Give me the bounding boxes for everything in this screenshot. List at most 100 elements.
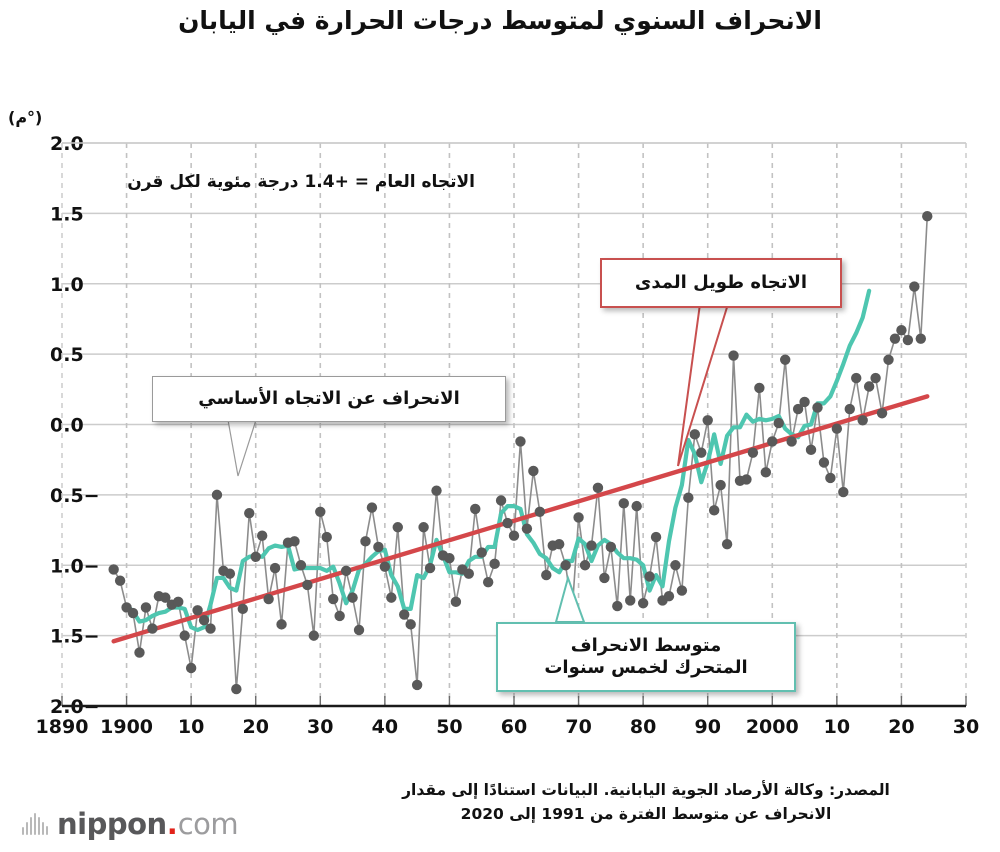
data-point-marker xyxy=(579,560,591,571)
data-point-marker xyxy=(521,523,533,534)
data-point-marker xyxy=(244,507,255,519)
data-point-marker xyxy=(792,403,804,415)
data-point-marker xyxy=(812,402,823,413)
data-point-marker xyxy=(315,506,326,517)
logo-dot: . xyxy=(166,806,178,841)
callout-pointer-moving-average xyxy=(554,574,586,623)
data-point-marker xyxy=(696,447,707,458)
data-point-marker xyxy=(896,324,907,336)
data-point-marker xyxy=(198,614,210,626)
data-point-marker xyxy=(773,417,784,429)
data-point-marker xyxy=(857,415,868,426)
data-point-marker xyxy=(392,522,403,533)
data-point-marker xyxy=(192,605,203,616)
data-point-marker xyxy=(502,517,513,529)
data-point-marker xyxy=(708,505,720,516)
five-year-moving-average-line xyxy=(124,288,872,633)
y-axis-tick-label: 1.0 xyxy=(50,274,84,296)
x-axis-tick-label: 20 xyxy=(242,716,268,738)
y-axis-tick-label: 0.5 xyxy=(50,344,84,366)
callout-long-term-trend-label: الاتجاه طويل المدى xyxy=(634,271,808,293)
y-axis-tick-label: 1.5 xyxy=(50,203,84,225)
data-point-marker xyxy=(631,500,642,512)
data-point-marker xyxy=(276,619,287,630)
data-point-marker xyxy=(825,472,836,484)
data-point-marker xyxy=(741,474,752,485)
data-point-marker xyxy=(702,415,713,426)
data-point-marker xyxy=(818,457,830,468)
data-point-marker xyxy=(411,679,423,691)
source-line-2: الانحراف عن متوسط الفترة من 1991 إلى 202… xyxy=(460,805,832,823)
data-point-marker xyxy=(851,372,862,384)
x-axis-tick-label: 2000 xyxy=(746,716,799,738)
data-point-marker xyxy=(386,592,397,603)
callout-pointer-deviation xyxy=(227,419,257,477)
callout-five-year-moving-average: متوسط الانحراف المتحرك لخمس سنوات xyxy=(496,622,796,692)
data-point-marker xyxy=(528,465,539,477)
data-point-marker xyxy=(463,568,474,579)
data-point-marker xyxy=(883,354,894,365)
data-point-marker xyxy=(922,210,933,222)
x-axis-tick-label: 1890 xyxy=(36,716,89,738)
y-axis-unit-label: (م°) xyxy=(8,108,43,127)
x-axis-tick-label: 50 xyxy=(436,716,462,738)
data-point-marker xyxy=(147,623,158,634)
x-axis-tick-label: 10 xyxy=(824,716,850,738)
data-point-marker xyxy=(715,479,726,491)
source-line-1: المصدر: وكالة الأرصاد الجوية اليابانية. … xyxy=(402,781,890,799)
data-point-marker xyxy=(573,512,584,523)
data-point-marker xyxy=(644,571,655,582)
x-axis-tick-label: 30 xyxy=(307,716,333,738)
nippon-logo[interactable]: nippon . com xyxy=(22,806,239,842)
data-point-marker xyxy=(173,596,184,608)
data-point-marker xyxy=(618,498,629,509)
data-point-marker xyxy=(799,396,810,408)
data-point-marker xyxy=(424,562,436,574)
data-point-marker xyxy=(889,333,901,344)
data-point-marker xyxy=(786,436,797,447)
data-point-marker xyxy=(721,538,733,550)
x-axis-tick-label: 80 xyxy=(630,716,656,738)
data-point-marker xyxy=(114,575,126,586)
y-axis-tick-label: −1.0 xyxy=(50,555,100,577)
data-point-marker xyxy=(340,565,352,577)
data-point-marker xyxy=(560,560,571,571)
y-axis-tick-label: −1.5 xyxy=(50,626,100,648)
data-point-marker xyxy=(160,592,171,603)
data-point-marker xyxy=(612,600,623,612)
data-point-marker xyxy=(689,429,700,440)
data-point-marker xyxy=(263,593,274,605)
data-point-marker xyxy=(747,447,759,458)
data-point-marker xyxy=(321,531,332,543)
data-point-marker xyxy=(586,540,597,551)
y-axis-tick-label: 2.0 xyxy=(50,133,84,155)
data-point-marker xyxy=(599,572,610,584)
callout-moving-avg-line1: متوسط الانحراف xyxy=(570,634,722,656)
data-point-marker xyxy=(127,607,139,619)
y-axis-tick-label: −0.5 xyxy=(50,485,100,507)
data-point-marker xyxy=(495,495,507,506)
data-point-marker xyxy=(250,551,261,563)
data-point-marker xyxy=(134,647,145,658)
data-point-marker xyxy=(482,576,494,588)
data-point-marker xyxy=(360,536,371,547)
data-point-marker xyxy=(554,538,565,550)
data-point-marker xyxy=(211,489,223,501)
data-point-marker xyxy=(405,619,416,630)
x-axis-tick-label: 30 xyxy=(953,716,979,738)
data-point-marker xyxy=(295,560,307,571)
data-point-marker xyxy=(366,502,378,513)
data-point-marker xyxy=(431,485,442,496)
data-point-marker xyxy=(650,531,662,543)
x-axis-tick-label: 60 xyxy=(501,716,527,738)
data-point-marker xyxy=(444,553,455,564)
data-point-marker xyxy=(302,579,313,591)
data-point-marker xyxy=(224,568,236,579)
overall-trend-note: الاتجاه العام = +1.4 درجة مئوية لكل قرن xyxy=(127,172,475,192)
data-point-marker xyxy=(870,372,881,384)
data-point-marker xyxy=(902,334,914,346)
data-point-marker xyxy=(308,630,320,641)
data-point-marker xyxy=(534,506,546,517)
callout-deviation-from-baseline: الانحراف عن الاتجاه الأساسي xyxy=(152,376,506,422)
